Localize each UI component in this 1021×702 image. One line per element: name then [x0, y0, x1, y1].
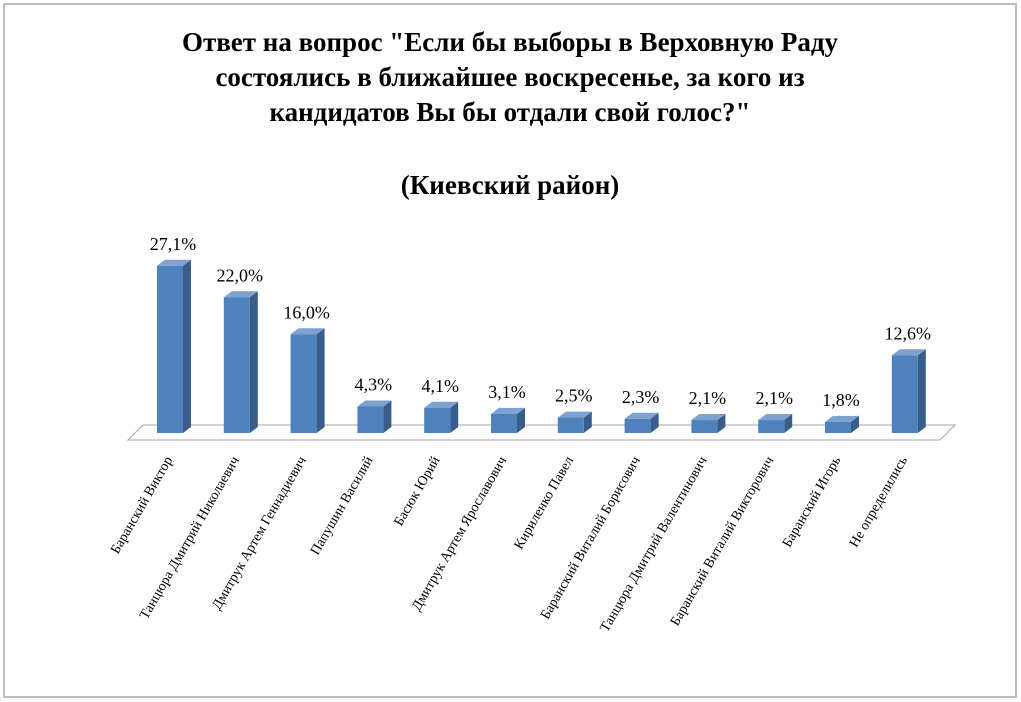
bar-side — [583, 411, 592, 433]
bar-top — [157, 259, 191, 266]
bar-side — [316, 328, 325, 433]
bar-top — [424, 401, 459, 408]
bar — [624, 418, 651, 433]
bar-side — [249, 291, 258, 433]
value-label: 2,3% — [622, 387, 660, 407]
bar-top — [891, 349, 926, 356]
value-label: 2,1% — [755, 388, 793, 408]
bar — [223, 297, 250, 433]
bar-top — [691, 414, 726, 421]
bar-top — [223, 291, 258, 298]
bar-top — [758, 414, 793, 421]
chart-subtitle: (Киевский район) — [401, 170, 620, 200]
bar-side — [450, 401, 459, 433]
bar-top — [290, 328, 325, 335]
bar — [691, 420, 718, 433]
chart-title: кандидатов Вы бы отдали свой голос?" — [269, 97, 750, 127]
bar — [891, 355, 918, 433]
value-label: 2,5% — [555, 386, 593, 406]
bar — [424, 407, 451, 433]
bar-side — [917, 349, 926, 433]
bar-side — [650, 412, 659, 433]
value-label: 27,1% — [150, 234, 197, 254]
bar-side — [517, 407, 525, 433]
floor — [126, 424, 957, 441]
value-label: 16,0% — [283, 302, 330, 322]
value-label: 2,1% — [689, 388, 727, 408]
bar-top — [624, 412, 659, 419]
value-label: 22,0% — [217, 265, 264, 285]
bar-side — [717, 414, 726, 433]
chart-title: Ответ на вопрос "Если бы выборы в Верхов… — [182, 27, 839, 57]
bar-top — [825, 415, 859, 422]
bar — [758, 420, 785, 433]
bar — [825, 421, 851, 433]
value-label: 12,6% — [885, 323, 932, 343]
chart-title: состоялись в ближайшее воскресенье, за к… — [215, 62, 804, 92]
value-label: 3,1% — [488, 382, 526, 402]
bar — [290, 334, 317, 433]
value-label: 4,1% — [421, 376, 459, 396]
bar — [357, 406, 384, 433]
value-label: 1,8% — [822, 390, 860, 410]
bar-top — [491, 407, 525, 414]
bar-side — [851, 415, 859, 433]
bar-top — [557, 411, 592, 418]
bar-side — [183, 259, 191, 433]
bar-side — [383, 400, 392, 433]
bar — [557, 417, 584, 433]
bar-top — [357, 400, 392, 407]
bar — [491, 413, 517, 433]
value-label: 4,3% — [355, 375, 393, 395]
bar — [157, 265, 183, 433]
bar-side — [784, 414, 793, 433]
